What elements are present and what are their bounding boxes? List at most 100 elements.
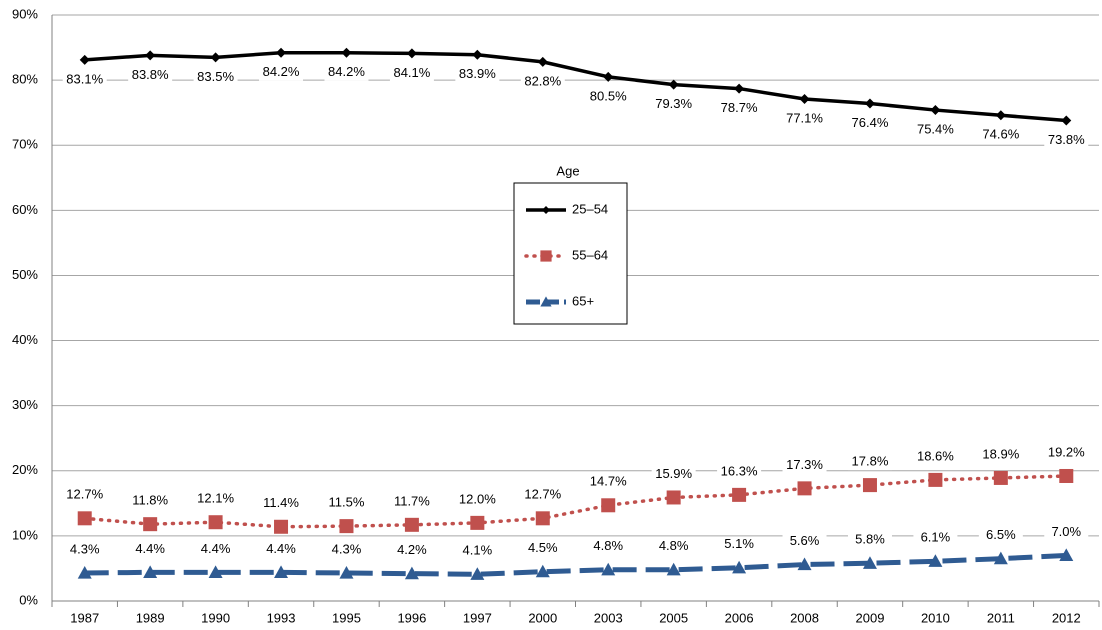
marker — [79, 54, 90, 65]
label-bg — [455, 543, 500, 560]
data-label: 5.6% — [790, 533, 820, 548]
marker — [143, 517, 158, 532]
marker — [668, 79, 679, 90]
marker — [1059, 548, 1074, 562]
data-label: 73.8% — [1048, 132, 1085, 147]
data-label: 6.1% — [921, 530, 951, 545]
data-label: 84.2% — [263, 64, 300, 79]
legend-label: 25–54 — [572, 201, 608, 216]
label-bg — [978, 127, 1023, 144]
marker — [535, 564, 550, 578]
x-tick-label: 2012 — [1052, 610, 1081, 625]
marker — [928, 472, 943, 487]
x-tick-label: 1993 — [267, 610, 296, 625]
marker — [540, 250, 552, 262]
label-bg — [193, 541, 238, 558]
data-label: 4.8% — [659, 538, 689, 553]
marker — [341, 47, 352, 58]
data-label: 83.8% — [132, 67, 169, 82]
marker — [993, 551, 1008, 565]
marker — [339, 566, 354, 579]
label-bg — [586, 474, 631, 491]
marker — [1059, 468, 1074, 483]
data-label: 4.1% — [463, 543, 493, 558]
marker — [995, 110, 1006, 121]
x-tick-label: 2006 — [725, 610, 754, 625]
label-bg — [520, 487, 565, 504]
data-label: 83.1% — [66, 71, 103, 86]
data-label: 4.3% — [332, 541, 362, 556]
marker — [535, 511, 550, 526]
data-label: 75.4% — [917, 121, 954, 136]
y-tick-label: 40% — [12, 332, 38, 347]
label-bg — [324, 64, 369, 81]
data-label: 6.5% — [986, 527, 1016, 542]
label-bg — [389, 493, 434, 510]
data-label: 84.1% — [393, 65, 430, 80]
x-tick-label: 1995 — [332, 610, 361, 625]
label-bg — [586, 538, 631, 555]
label-bg — [259, 64, 304, 81]
label-bg — [782, 457, 827, 474]
data-label: 18.6% — [917, 448, 954, 463]
data-label: 12.7% — [66, 487, 103, 502]
marker — [472, 49, 483, 60]
x-tick-label: 1996 — [397, 610, 426, 625]
data-label: 5.1% — [724, 536, 754, 551]
marker — [404, 517, 419, 532]
label-bg — [717, 536, 762, 553]
marker — [339, 519, 354, 534]
y-tick-label: 50% — [12, 267, 38, 282]
label-bg — [128, 67, 173, 84]
label-bg — [847, 532, 892, 549]
data-label: 76.4% — [852, 115, 889, 130]
marker — [732, 560, 747, 574]
marker — [603, 71, 614, 82]
label-bg — [1044, 524, 1089, 541]
data-label: 11.4% — [263, 495, 299, 510]
x-tick-label: 2009 — [856, 610, 885, 625]
x-tick-label: 2000 — [528, 610, 557, 625]
label-bg — [62, 71, 107, 88]
data-label: 16.3% — [721, 463, 758, 478]
label-bg — [324, 495, 369, 512]
x-tick-label: 1989 — [136, 610, 165, 625]
label-bg — [520, 73, 565, 90]
data-label: 12.0% — [459, 491, 496, 506]
data-label: 4.4% — [135, 541, 165, 556]
marker — [734, 83, 745, 94]
marker — [601, 562, 616, 576]
label-bg — [520, 540, 565, 557]
x-tick-label: 1987 — [70, 610, 99, 625]
label-bg — [717, 100, 762, 117]
label-bg — [455, 66, 500, 83]
y-tick-label: 60% — [12, 202, 38, 217]
data-label: 4.2% — [397, 542, 427, 557]
marker — [862, 556, 877, 569]
data-label: 15.9% — [655, 466, 692, 481]
label-bg — [651, 538, 696, 555]
series-line — [84, 51, 1067, 123]
marker — [143, 565, 158, 578]
label-bg — [651, 466, 696, 483]
marker — [470, 567, 485, 580]
legend-label: 55–64 — [572, 247, 608, 262]
marker — [797, 481, 812, 496]
label-bg — [717, 463, 762, 480]
label-bg — [586, 88, 631, 105]
data-label: 4.4% — [266, 541, 296, 556]
label-bg — [62, 542, 107, 559]
label-bg — [259, 495, 304, 512]
marker — [77, 566, 92, 579]
x-tick-label: 2010 — [921, 610, 950, 625]
data-label: 4.5% — [528, 540, 558, 555]
data-label: 18.9% — [982, 446, 1019, 461]
label-bg — [782, 533, 827, 550]
x-tick-label: 2005 — [659, 610, 688, 625]
label-bg — [1044, 132, 1089, 149]
label-bg — [847, 115, 892, 132]
legend: Age 25–54 55–64 65+ — [513, 163, 628, 325]
data-label: 14.7% — [590, 474, 627, 489]
data-label: 11.5% — [329, 495, 365, 510]
